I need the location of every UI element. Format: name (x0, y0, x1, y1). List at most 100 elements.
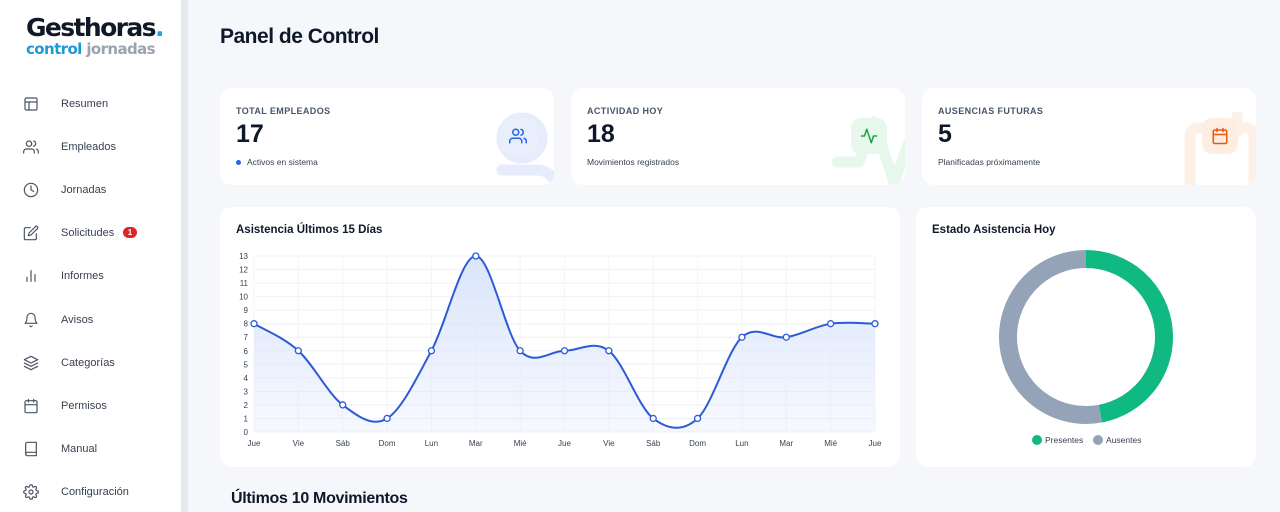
y-tick-label: 13 (239, 252, 248, 261)
x-tick-label: Lun (735, 439, 748, 448)
logo-sub: control jornadas (26, 40, 156, 58)
x-tick-label: Lun (425, 439, 438, 448)
x-tick-label: Jue (558, 439, 571, 448)
sidebar-item-avisos[interactable]: Avisos (0, 300, 181, 340)
users-icon (23, 140, 39, 154)
x-tick-label: Jue (869, 439, 882, 448)
y-tick-label: 10 (239, 293, 248, 302)
stat-card-actividad: ACTIVIDAD HOY 18 Movimientos registrados (571, 88, 905, 185)
stat-subtitle: Activos en sistema (236, 157, 318, 167)
calendar-icon (24, 398, 38, 414)
stat-icon-box (500, 118, 536, 154)
legend-swatch[interactable] (1032, 435, 1042, 445)
y-tick-label: 2 (244, 401, 249, 410)
sidebar-item-label: Avisos (61, 314, 94, 326)
series-area (254, 256, 875, 432)
y-tick-label: 0 (244, 428, 249, 437)
legend-label[interactable]: Presentes (1045, 435, 1083, 445)
stat-card-empleados: TOTAL EMPLEADOS 17 Activos en sistema (220, 88, 554, 185)
data-point[interactable] (472, 252, 480, 260)
sidebar-item-label: Resumen (61, 98, 109, 110)
chart-title: Estado Asistencia Hoy (932, 224, 1056, 236)
donut-slice[interactable] (1085, 250, 1173, 423)
y-tick-label: 12 (239, 266, 248, 275)
y-tick-label: 8 (244, 320, 249, 329)
x-tick-label: Sáb (336, 439, 351, 448)
logo[interactable]: Gesthoras. control jornadas (26, 13, 164, 58)
stat-label: AUSENCIAS FUTURAS (938, 106, 1044, 116)
data-point[interactable] (738, 333, 746, 341)
y-tick-label: 1 (244, 414, 249, 423)
stat-subtitle: Movimientos registrados (587, 157, 680, 167)
sidebar-item-label: Configuración (61, 486, 129, 498)
sidebar-item-permisos[interactable]: Permisos (0, 386, 181, 426)
data-point[interactable] (294, 347, 303, 355)
sidebar-item-configuracion[interactable]: Configuración (0, 472, 181, 512)
y-tick-label: 3 (244, 387, 249, 396)
data-point[interactable] (383, 414, 391, 423)
data-point[interactable] (693, 414, 702, 423)
data-point[interactable] (605, 347, 613, 355)
y-tick-label: 4 (244, 374, 249, 383)
y-tick-label: 11 (240, 279, 249, 288)
status-dot (236, 160, 241, 166)
bar-chart-icon (26, 270, 36, 282)
x-tick-label: Jue (248, 439, 261, 448)
layout-icon (24, 97, 38, 111)
attendance-chart-card: Asistencia Últimos 15 Días 0 1 2 3 4 5 6 7 8 9 10 1… (220, 207, 900, 467)
x-tick-label: Mar (469, 439, 483, 448)
x-tick-label: Vie (293, 439, 305, 448)
sidebar-item-categorias[interactable]: Categorías (0, 343, 181, 383)
layers-icon (23, 355, 39, 371)
y-tick-label: 5 (244, 360, 249, 369)
settings-icon (23, 484, 39, 500)
y-tick-label: 6 (244, 347, 249, 356)
stat-value: 5 (938, 120, 952, 148)
stat-label: TOTAL EMPLEADOS (236, 106, 331, 116)
legend-swatch[interactable] (1093, 435, 1103, 445)
data-point[interactable] (516, 347, 524, 355)
y-tick-label: 9 (244, 306, 249, 315)
x-tick-label: Sáb (646, 439, 661, 448)
data-point[interactable] (649, 414, 657, 423)
sidebar-item-label: Categorías (61, 357, 115, 369)
edit-icon (23, 225, 39, 241)
donut-slice[interactable] (999, 250, 1102, 424)
stat-value: 17 (236, 120, 264, 148)
x-tick-label: Vie (603, 439, 615, 448)
sidebar-item-label: Empleados (61, 141, 117, 153)
sidebar-item-label: Jornadas (61, 184, 107, 196)
logo-main: Gesthoras. (26, 13, 164, 42)
series-line (253, 254, 876, 429)
users-icon (509, 128, 527, 144)
data-point[interactable] (871, 320, 879, 328)
chart-title: Asistencia Últimos 15 Días (236, 224, 383, 236)
sidebar-item-empleados[interactable]: Empleados (0, 127, 181, 167)
data-point[interactable] (339, 401, 347, 409)
sidebar-item-manual[interactable]: Manual (0, 429, 181, 469)
sidebar-item-jornadas[interactable]: Jornadas (0, 170, 181, 210)
data-point[interactable] (560, 347, 569, 355)
sidebar-scrollbar[interactable] (181, 0, 188, 512)
status-chart-card: Estado Asistencia Hoy Presentes Ausentes (916, 207, 1256, 467)
sidebar-item-label: Informes (61, 270, 104, 282)
book-icon (25, 441, 37, 457)
sidebar-item-label: Solicitudes (61, 227, 115, 239)
x-tick-label: Mié (824, 439, 837, 448)
data-point[interactable] (826, 320, 835, 328)
sidebar-item-resumen[interactable]: Resumen (0, 84, 181, 124)
sidebar: Gesthoras. control jornadas Resumen Empl… (0, 0, 181, 512)
sidebar-item-solicitudes[interactable]: Solicitudes 1 (0, 213, 181, 253)
x-tick-label: Mié (514, 439, 527, 448)
attendance-donut-chart: Presentes Ausentes (999, 250, 1173, 445)
data-point[interactable] (250, 320, 258, 328)
stat-icon-box (851, 118, 887, 154)
stat-value: 18 (587, 120, 615, 148)
movements-section-title: Últimos 10 Movimientos (231, 490, 408, 507)
data-point[interactable] (427, 347, 436, 355)
sidebar-item-informes[interactable]: Informes (0, 256, 181, 296)
y-tick-label: 7 (244, 333, 249, 342)
data-point[interactable] (782, 333, 790, 341)
legend-label[interactable]: Ausentes (1106, 435, 1141, 445)
